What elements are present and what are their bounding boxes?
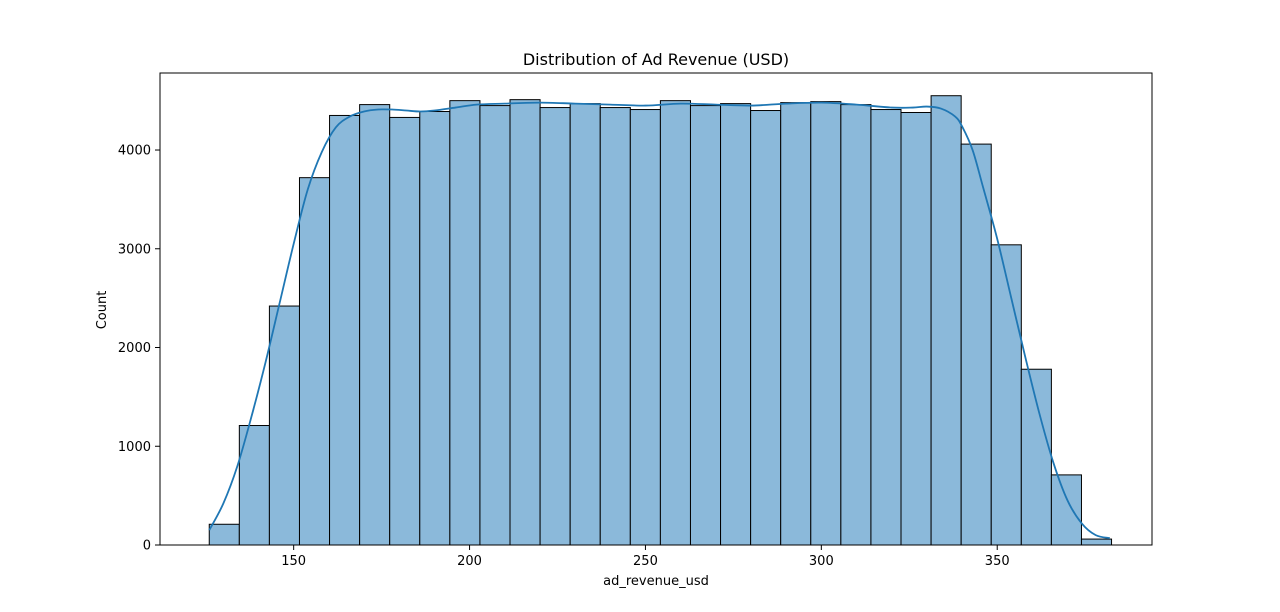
histogram-bar — [599, 107, 631, 546]
histogram-bar — [268, 305, 300, 546]
y-axis-label: Count — [95, 291, 110, 330]
histogram-bar — [750, 110, 782, 546]
y-tick-label: 2000 — [118, 341, 151, 356]
y-axis-ticks: 0 1000 2000 3000 4000 — [118, 144, 160, 554]
x-tick-label: 350 — [985, 554, 1010, 569]
histogram-bar — [720, 103, 752, 546]
plot-frame — [159, 72, 1153, 546]
histogram-bar — [1050, 474, 1082, 546]
histogram-bar — [419, 111, 451, 546]
histogram-bar — [1020, 368, 1052, 546]
histogram-bar — [990, 244, 1022, 546]
histogram-bar — [659, 100, 691, 546]
histogram-bar — [1080, 538, 1113, 546]
y-tick-label: 3000 — [118, 242, 151, 257]
kde-curve — [208, 101, 1110, 539]
x-tick-label: 150 — [281, 554, 306, 569]
x-axis-ticks: 150 200 250 300 350 — [281, 545, 1010, 569]
x-axis-label: ad_revenue_usd — [603, 574, 709, 589]
histogram-bar — [449, 100, 481, 546]
histogram-bar — [689, 105, 722, 546]
y-tick-label: 4000 — [118, 144, 151, 159]
histogram-bar — [298, 177, 331, 546]
histogram-bar — [840, 104, 872, 546]
y-tick-label: 1000 — [118, 440, 151, 455]
histogram-bar — [479, 105, 511, 546]
chart-title: Distribution of Ad Revenue (USD) — [523, 50, 789, 69]
histogram-bar — [329, 114, 361, 546]
x-tick-label: 200 — [457, 554, 482, 569]
histogram-bar — [509, 99, 541, 546]
histogram-bar — [960, 143, 992, 546]
histogram-bar — [359, 104, 391, 546]
histogram-bar — [569, 103, 601, 546]
bars-layer — [208, 95, 1113, 546]
histogram-bar — [780, 102, 812, 546]
y-tick-label: 0 — [143, 539, 151, 554]
histogram-bar — [870, 109, 902, 546]
x-tick-label: 250 — [633, 554, 658, 569]
x-tick-label: 300 — [809, 554, 834, 569]
histogram-bar — [810, 101, 842, 546]
histogram-bar — [629, 109, 661, 546]
histogram-bar — [208, 523, 240, 546]
histogram-bar — [900, 111, 932, 546]
histogram-bar — [930, 95, 962, 546]
histogram-bar — [389, 116, 421, 546]
histogram-bar — [539, 107, 571, 546]
